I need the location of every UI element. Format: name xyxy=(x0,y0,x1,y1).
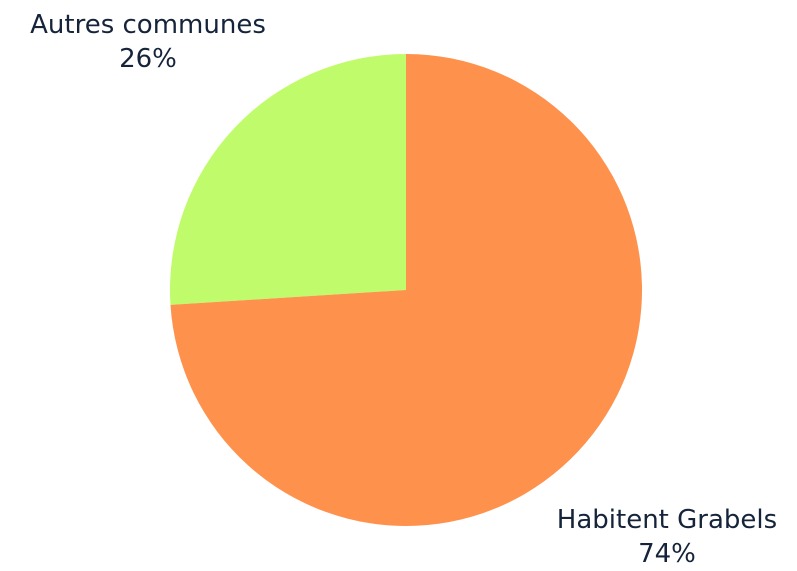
slice-label-autres-communes: Autres communes 26% xyxy=(10,8,286,76)
slice-name-autres-communes: Autres communes xyxy=(30,10,266,40)
pie-slice-autres-communes xyxy=(170,54,406,305)
slice-name-habitent-grabels: Habitent Grabels xyxy=(556,505,778,535)
pie-slice-habitent-grabels xyxy=(170,54,643,526)
slice-label-habitent-grabels: Habitent Grabels 74% xyxy=(540,503,794,571)
slice-value-habitent-grabels: 74% xyxy=(638,539,696,569)
slice-value-autres-communes: 26% xyxy=(119,44,177,74)
